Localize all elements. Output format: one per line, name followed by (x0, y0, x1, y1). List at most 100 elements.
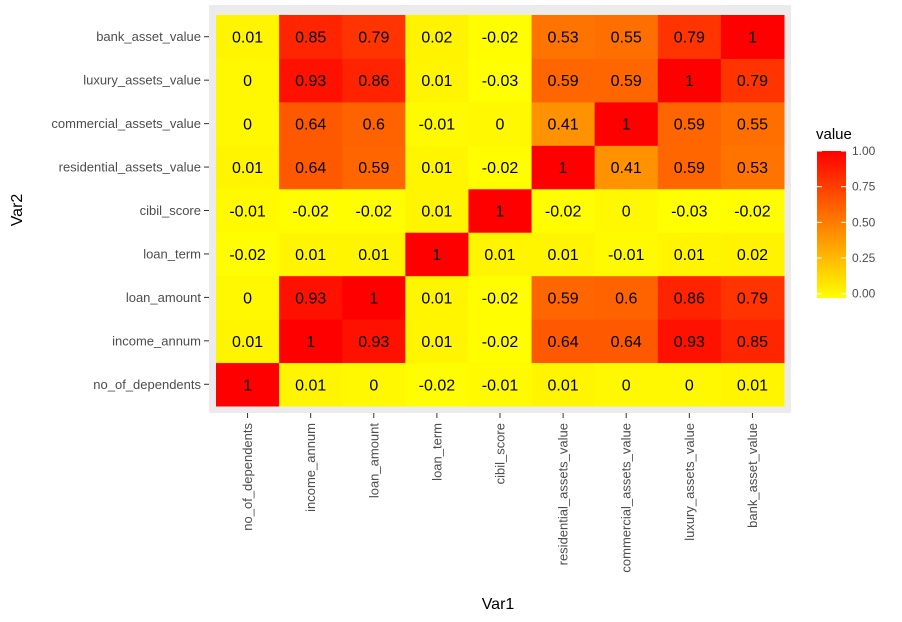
heatmap-cell (279, 58, 343, 103)
cell-value-label: 0.79 (674, 30, 705, 47)
heatmap-cell (594, 232, 659, 277)
x-tick-label: no_of_dependents (240, 423, 255, 531)
y-tick-label: commercial_assets_value (51, 116, 201, 131)
cell-value-label: 0.79 (737, 73, 768, 90)
heatmap-cell (720, 15, 785, 59)
heatmap-cell (279, 362, 343, 407)
cell-value-label: -0.02 (482, 334, 519, 351)
x-tick-label: loan_term (429, 423, 444, 481)
cell-value-label: -0.02 (482, 30, 519, 47)
legend-colorbar (817, 151, 846, 298)
cell-value-label: 0 (622, 377, 631, 394)
heatmap-cell (468, 188, 533, 233)
heatmap-cell (657, 362, 722, 407)
heatmap-cell (216, 15, 280, 59)
cell-value-label: 0.01 (674, 247, 705, 264)
heatmap-cell (405, 319, 469, 364)
heatmap-cell (531, 188, 596, 233)
heatmap-cell (531, 101, 596, 146)
heatmap-cell (657, 15, 722, 59)
heatmap-cell (531, 275, 596, 320)
cell-value-label: -0.01 (419, 117, 456, 134)
heatmap-cell (657, 58, 722, 103)
heatmap-cell (531, 58, 596, 103)
cell-value-label: 0.01 (295, 377, 326, 394)
x-tick-label: loan_amount (366, 423, 381, 499)
heatmap-cell (216, 101, 280, 146)
cell-value-label: 0.79 (358, 30, 389, 47)
heatmap-cell (720, 188, 785, 233)
cell-value-label: 0.64 (295, 160, 326, 177)
cell-value-label: 0.01 (548, 247, 579, 264)
cell-value-label: 0.59 (674, 160, 705, 177)
y-tick-label: income_annum (112, 333, 201, 348)
heatmap-cell (657, 101, 722, 146)
cell-value-label: 1 (748, 30, 757, 47)
cell-value-label: 1 (369, 290, 378, 307)
cell-value-label: 0.53 (548, 30, 579, 47)
cell-value-label: -0.03 (671, 204, 708, 221)
cell-value-label: -0.02 (356, 204, 393, 221)
heatmap-cell (531, 15, 596, 59)
heatmap-cell (279, 232, 343, 277)
cell-value-label: 0.6 (363, 117, 385, 134)
legend-ticks: 1.00 0.75 0.50 0.25 0.00 (817, 144, 876, 301)
heatmap-cell (342, 145, 406, 190)
cell-value-label: 0 (369, 377, 378, 394)
cell-value-label: 0 (622, 204, 631, 221)
heatmap-cell (657, 275, 722, 320)
x-tick-label: commercial_assets_value (619, 423, 634, 573)
cell-value-label: 0.59 (358, 160, 389, 177)
heatmap-cell (657, 188, 722, 233)
cell-value-label: 0.64 (295, 117, 326, 134)
cell-value-label: 0 (243, 117, 252, 134)
cell-value-label: 0.01 (295, 247, 326, 264)
cell-value-label: -0.02 (482, 160, 519, 177)
heatmap-cell (405, 58, 469, 103)
heatmap-cell (531, 145, 596, 190)
cell-value-label: 1 (243, 377, 252, 394)
heatmap-cell (657, 319, 722, 364)
cell-value-label: 0.93 (295, 290, 326, 307)
cell-value-label: 0.6 (615, 290, 637, 307)
cell-value-label: 0.01 (737, 377, 768, 394)
cell-value-label: 1 (559, 160, 568, 177)
heatmap-cell (531, 362, 596, 407)
cell-value-label: 0.93 (358, 334, 389, 351)
heatmap-cell (405, 188, 469, 233)
cell-value-label: 0.01 (421, 334, 452, 351)
heatmap-cell (594, 58, 659, 103)
heatmap-cell (594, 15, 659, 59)
cell-value-label: 0.01 (232, 160, 263, 177)
heatmap-cell (342, 232, 406, 277)
cell-value-label: 0.55 (737, 117, 768, 134)
cell-value-label: 0.64 (611, 334, 642, 351)
heatmap-cell (720, 58, 785, 103)
cell-value-label: 0.01 (358, 247, 389, 264)
heatmap-cell (342, 101, 406, 146)
cell-value-label: -0.02 (292, 204, 329, 221)
heatmap-cell (720, 319, 785, 364)
cell-value-label: 0.86 (358, 73, 389, 90)
heatmap-cell (216, 362, 280, 407)
legend-title: value (816, 126, 852, 143)
heatmap-cell (594, 188, 659, 233)
heatmap-cell (468, 362, 533, 407)
cell-value-label: 0.01 (421, 73, 452, 90)
cell-value-label: 0.53 (737, 160, 768, 177)
heatmap-cell (468, 319, 533, 364)
cell-value-label: 0.59 (611, 73, 642, 90)
x-tick-label: residential_assets_value (556, 423, 571, 565)
heatmap-cell (594, 362, 659, 407)
heatmap-cell (405, 145, 469, 190)
cell-value-label: 0.01 (232, 334, 263, 351)
heatmap-cell (279, 145, 343, 190)
cell-value-label: -0.02 (419, 377, 456, 394)
legend-tick-label: 0.00 (852, 287, 876, 301)
cell-value-label: -0.02 (482, 290, 519, 307)
heatmap-cell (594, 319, 659, 364)
cell-value-label: -0.01 (608, 247, 645, 264)
heatmap-cell (405, 275, 469, 320)
heatmap-cell (342, 362, 406, 407)
